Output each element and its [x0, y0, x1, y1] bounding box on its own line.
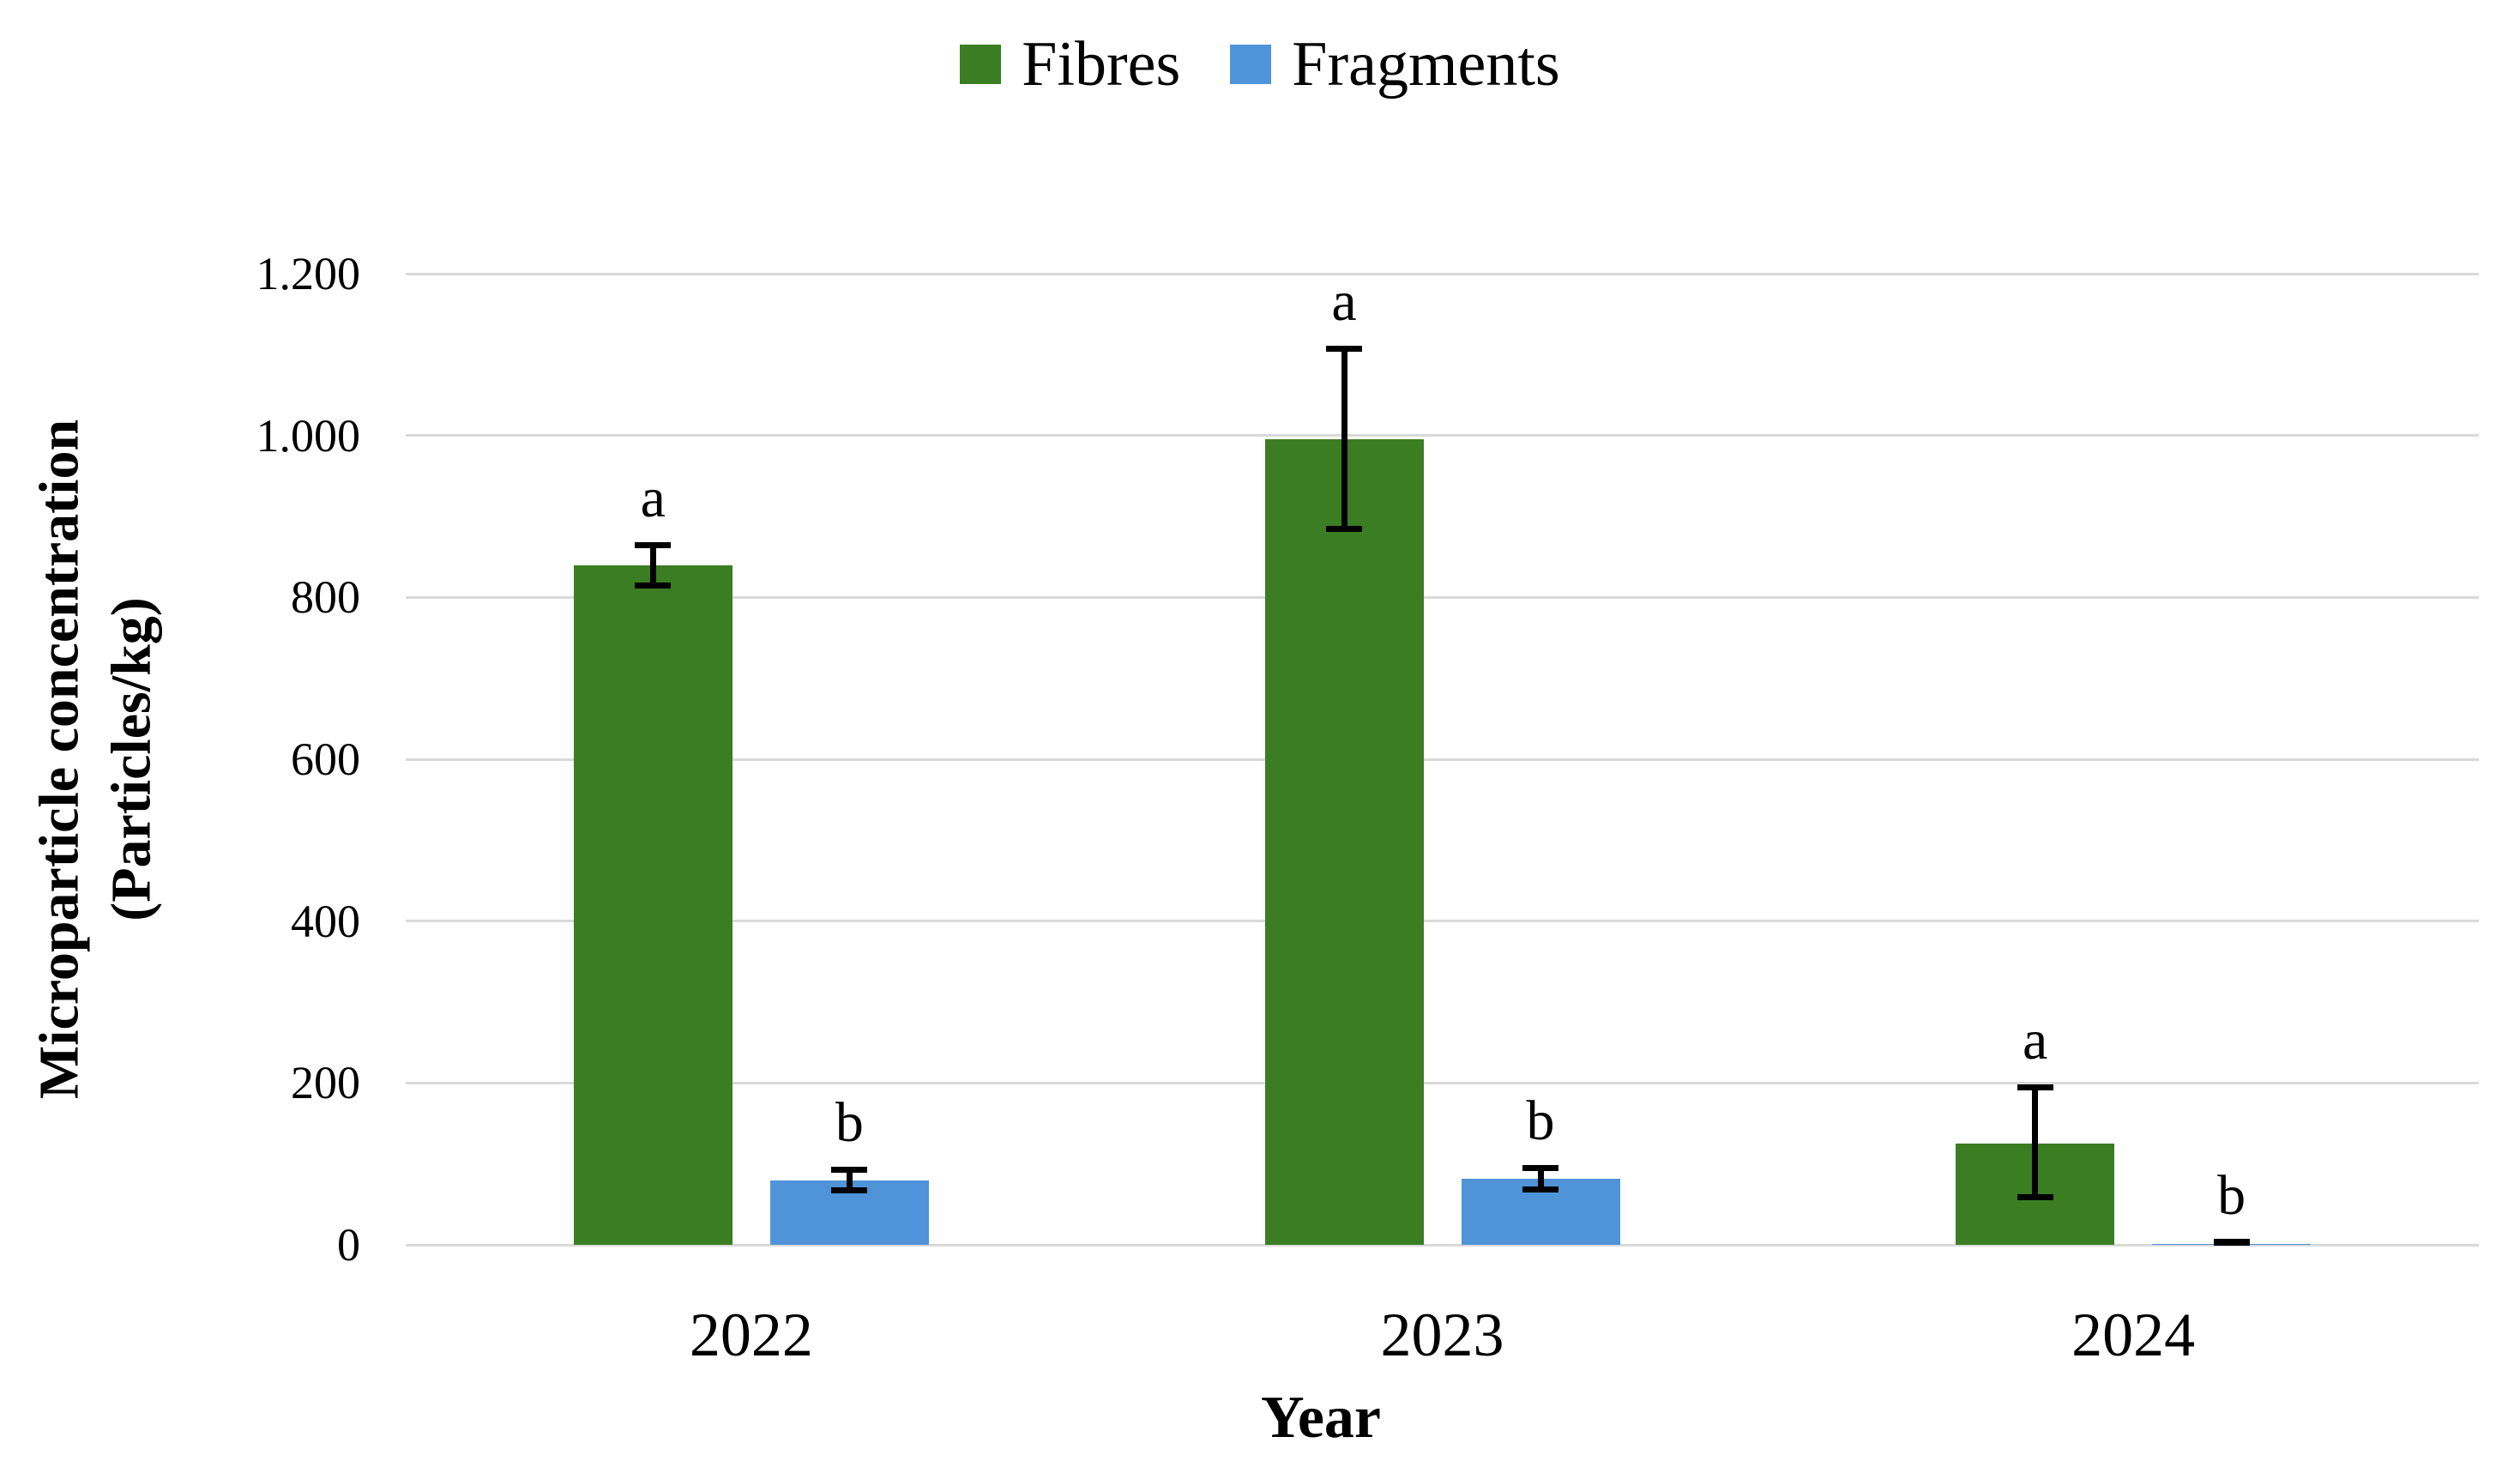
error-bar-fragments-2022	[846, 1169, 853, 1190]
sig-letter-fibres-2023: a	[1331, 269, 1357, 333]
sig-letter-fragments-2022: b	[835, 1091, 864, 1155]
error-cap-top-fibres-2022	[635, 542, 672, 549]
error-cap-top-fragments-2023	[1522, 1165, 1558, 1172]
error-cap-bottom-fragments-2022	[831, 1186, 868, 1193]
gridline-1.200	[406, 272, 2479, 275]
legend-swatch-fragments	[1230, 45, 1272, 84]
legend-item-fragments: Fragments	[1230, 29, 1560, 100]
error-cap-bottom-fragments-2023	[1522, 1186, 1558, 1192]
x-tick-label-2023: 2023	[1380, 1301, 1504, 1369]
sig-letter-fragments-2023: b	[1526, 1090, 1555, 1153]
error-bar-fibres-2022	[649, 545, 656, 586]
error-cap-top-fragments-2022	[831, 1167, 868, 1174]
y-tick-label-600: 600	[291, 734, 360, 785]
legend-item-fibres: Fibres	[960, 33, 1180, 96]
y-tick-label-800: 800	[291, 571, 360, 624]
bar-fibres-2023	[1264, 439, 1424, 1245]
sig-letter-fibres-2024: a	[2023, 1009, 2048, 1072]
error-cap-top-fibres-2023	[1326, 345, 1362, 352]
sig-letter-fibres-2022: a	[640, 467, 666, 530]
x-tick-label-2022: 2022	[689, 1301, 813, 1369]
error-bar-fragments-2023	[1537, 1168, 1544, 1189]
error-cap-bottom-fragments-2024	[2213, 1239, 2250, 1245]
error-cap-top-fibres-2024	[2017, 1084, 2053, 1091]
y-tick-label-0: 0	[337, 1219, 360, 1271]
y-tick-label-1.200: 1.200	[256, 248, 361, 299]
error-bar-fibres-2023	[1341, 347, 1347, 529]
y-tick-label-1.000: 1.000	[256, 409, 361, 462]
legend-label-fragments: Fragments	[1292, 29, 1560, 100]
gridline-200	[406, 1081, 2479, 1084]
gridline-800	[406, 595, 2479, 599]
chart-legend: Fibres Fragments	[0, 33, 2520, 96]
sig-letter-fragments-2024: b	[2217, 1164, 2246, 1228]
error-cap-bottom-fibres-2024	[2017, 1194, 2053, 1201]
y-tick-label-400: 400	[291, 895, 360, 947]
legend-swatch-fibres	[960, 45, 1002, 84]
error-cap-bottom-fibres-2022	[635, 583, 672, 589]
y-tick-label-200: 200	[291, 1057, 360, 1109]
gridline-400	[406, 920, 2479, 923]
error-cap-bottom-fibres-2023	[1326, 526, 1362, 533]
gridline-0	[406, 1243, 2479, 1247]
gridline-600	[406, 758, 2479, 761]
gridline-1.000	[406, 434, 2479, 438]
x-tick-label-2024: 2024	[2071, 1301, 2196, 1369]
error-bar-fibres-2024	[2032, 1087, 2039, 1198]
bar-fibres-2022	[573, 564, 732, 1245]
legend-label-fibres: Fibres	[1022, 29, 1181, 100]
x-axis-title: Year	[1261, 1385, 1381, 1451]
